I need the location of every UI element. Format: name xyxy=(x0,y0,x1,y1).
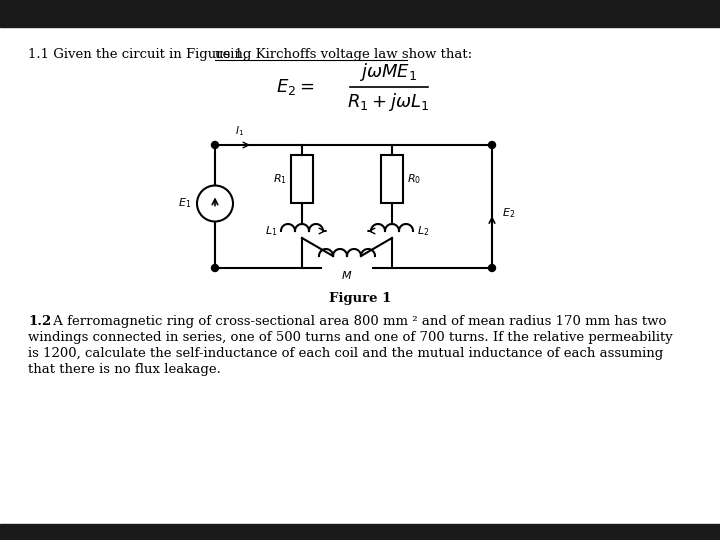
Bar xyxy=(381,155,403,203)
Bar xyxy=(0,0,720,27)
Text: $j\omega ME_1$: $j\omega ME_1$ xyxy=(359,61,417,83)
Text: $L_1$: $L_1$ xyxy=(264,224,277,238)
Circle shape xyxy=(212,141,218,149)
Text: 1.1 Given the circuit in Figure 1,: 1.1 Given the circuit in Figure 1, xyxy=(28,48,251,61)
Text: that there is no flux leakage.: that there is no flux leakage. xyxy=(28,363,221,376)
Bar xyxy=(0,524,720,540)
Bar xyxy=(291,155,313,203)
Text: 1.2: 1.2 xyxy=(28,315,51,328)
Circle shape xyxy=(212,265,218,272)
Text: $L_2$: $L_2$ xyxy=(417,224,429,238)
Text: $R_1 + j\omega L_1$: $R_1 + j\omega L_1$ xyxy=(347,91,429,113)
Text: A ferromagnetic ring of cross-sectional area 800 mm ² and of mean radius 170 mm : A ferromagnetic ring of cross-sectional … xyxy=(49,315,667,328)
Text: $I_1$: $I_1$ xyxy=(235,124,245,138)
Text: windings connected in series, one of 500 turns and one of 700 turns. If the rela: windings connected in series, one of 500… xyxy=(28,331,672,344)
Text: is 1200, calculate the self-inductance of each coil and the mutual inductance of: is 1200, calculate the self-inductance o… xyxy=(28,347,663,360)
Text: $E_2$: $E_2$ xyxy=(502,206,516,220)
Text: Figure 1: Figure 1 xyxy=(329,292,391,305)
Circle shape xyxy=(488,265,495,272)
Text: $R_1$: $R_1$ xyxy=(273,172,287,186)
Circle shape xyxy=(488,141,495,149)
Text: using Kirchoffs voltage law show that:: using Kirchoffs voltage law show that: xyxy=(215,48,472,61)
Text: $R_0$: $R_0$ xyxy=(407,172,421,186)
Text: $E_2 =$: $E_2 =$ xyxy=(276,77,315,97)
Text: $E_1$: $E_1$ xyxy=(178,197,191,211)
Text: $M$: $M$ xyxy=(341,269,353,281)
